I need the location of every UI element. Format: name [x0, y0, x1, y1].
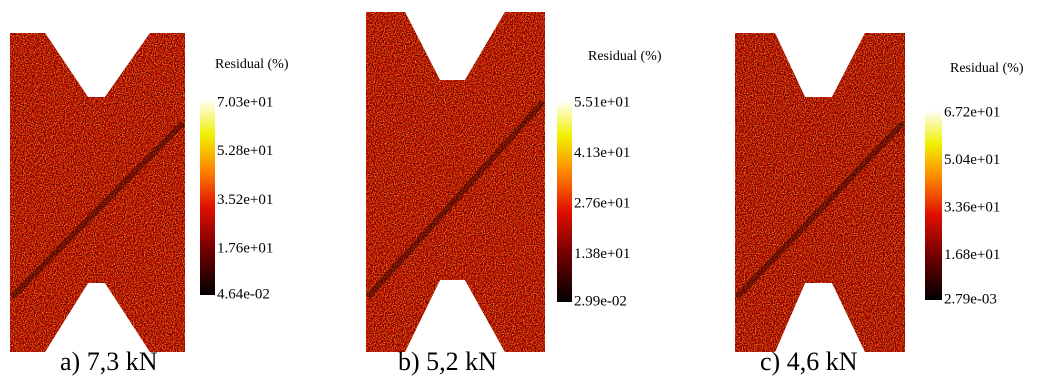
colorbar-title: Residual (%) [950, 61, 1024, 76]
colorbar-title: Residual (%) [588, 49, 662, 64]
colorbar-tick-label: 1.38e+01 [574, 246, 630, 262]
caption: c) 4,6 kN [760, 347, 858, 376]
colorbar-tick-label: 2.99e-02 [574, 293, 627, 309]
colorbar [925, 110, 942, 300]
colorbar-tick-label: 2.76e+01 [574, 195, 630, 211]
residual-map [735, 33, 905, 352]
caption: a) 7,3 kN [60, 347, 158, 376]
colorbar-tick-label: 5.51e+01 [574, 94, 630, 110]
crack-band [9, 120, 186, 300]
colorbar-tick-label: 7.03e+01 [217, 94, 273, 110]
colorbar-tick-label: 5.28e+01 [217, 143, 273, 159]
colorbar-tick-label: 6.72e+01 [944, 104, 1000, 120]
colorbar-tick-label: 4.13e+01 [574, 145, 630, 161]
colorbar-tick-label: 1.68e+01 [944, 247, 1000, 263]
colorbar-tick-label: 5.04e+01 [944, 152, 1000, 168]
colorbar [200, 100, 215, 295]
caption: b) 5,2 kN [398, 347, 497, 376]
crack-band [365, 99, 546, 300]
residual-map [10, 33, 185, 352]
residual-map [366, 12, 545, 352]
crack-band [734, 120, 906, 300]
colorbar-tick-label: 3.36e+01 [944, 199, 1000, 215]
colorbar-tick-label: 4.64e-02 [217, 286, 270, 302]
colorbar-tick-label: 3.52e+01 [217, 192, 273, 208]
colorbar-tick-label: 2.79e-03 [944, 291, 997, 307]
colorbar [557, 100, 572, 302]
colorbar-tick-label: 1.76e+01 [217, 241, 273, 257]
colorbar-title: Residual (%) [215, 57, 289, 72]
